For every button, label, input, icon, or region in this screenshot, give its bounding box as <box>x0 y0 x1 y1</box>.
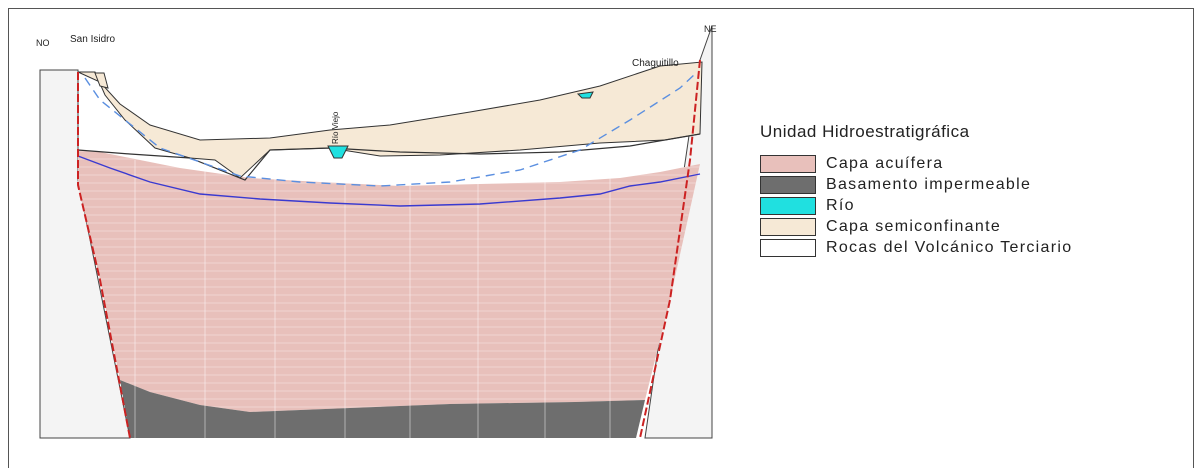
fault-line-left <box>77 72 131 439</box>
label-chaguitillo: Chaguitillo <box>632 58 679 69</box>
figure-frame <box>8 8 1194 468</box>
label-no: NO <box>36 38 50 48</box>
legend-item-semiconfining: Capa semiconfinante <box>760 217 1072 236</box>
legend-item-volcanic: Rocas del Volcánico Terciario <box>760 238 1072 257</box>
legend-item-river: Río <box>760 196 1072 215</box>
san-isidro-structure <box>94 72 109 89</box>
piezometric-dashed-line <box>84 73 696 187</box>
legend-swatch <box>760 238 816 257</box>
legend-label: Basamento impermeable <box>826 175 1032 193</box>
legend-item-aquifer: Capa acuífera <box>760 154 1072 173</box>
volcanic-rock-left <box>39 69 131 439</box>
legend-swatch <box>760 217 816 236</box>
legend-swatch <box>760 154 816 173</box>
legend: Unidad Hidroestratigráfica Capa acuífera… <box>760 122 1072 259</box>
legend-label: Capa semiconfinante <box>826 217 1002 235</box>
legend-swatch <box>760 175 816 194</box>
aquifer-texture <box>78 150 700 410</box>
water-table-line <box>77 155 701 207</box>
river-chaguitillo <box>576 91 594 99</box>
fault-line-right <box>639 59 701 439</box>
legend-title: Unidad Hidroestratigráfica <box>760 122 970 141</box>
legend-swatch <box>760 196 816 215</box>
legend-item-basement: Basamento impermeable <box>760 175 1072 194</box>
grid-lines <box>134 160 611 438</box>
legend-label: Río <box>826 196 855 214</box>
legend-label: Rocas del Volcánico Terciario <box>826 238 1073 256</box>
label-ne: NE <box>704 24 717 34</box>
basement-layer <box>120 380 645 438</box>
label-san-isidro: San Isidro <box>70 34 115 45</box>
river-rio-viejo <box>327 145 349 159</box>
semiconfining-layer <box>77 61 703 179</box>
legend-label: Capa acuífera <box>826 154 944 172</box>
label-rio-viejo: Río Viejo <box>331 111 340 144</box>
